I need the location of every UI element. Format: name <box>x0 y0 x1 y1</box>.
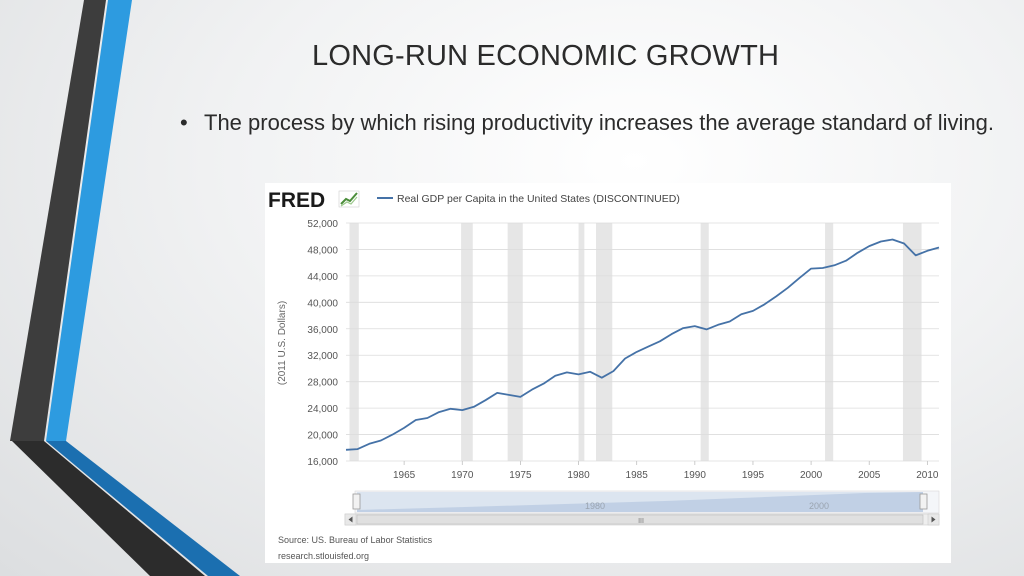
blue-stripe-lower <box>46 441 240 576</box>
x-tick-labels: 1965 1970 1975 1980 1985 1990 1995 2000 2005 2010 <box>393 461 939 481</box>
y-tick-label-24000: 24,000 <box>307 404 338 415</box>
scrollbar-left-arrow-icon[interactable] <box>348 516 353 523</box>
navigator-label-2000: 2000 <box>809 501 829 511</box>
x-tick-label-1985: 1985 <box>626 470 649 481</box>
recession-band-1 <box>461 223 473 461</box>
slide-title: LONG-RUN ECONOMIC GROWTH <box>312 40 780 72</box>
scrollbar-grip[interactable]: III <box>638 518 644 525</box>
recession-band-7 <box>902 223 922 461</box>
bullet-marker: • <box>180 110 188 135</box>
bullet-text: The process by which rising productivity… <box>204 110 994 135</box>
y-tick-label-40000: 40,000 <box>307 298 338 309</box>
recession-band-0 <box>349 223 359 461</box>
recession-band-6 <box>825 223 834 461</box>
x-tick-label-2000: 2000 <box>800 470 823 481</box>
navigator-scrollbar[interactable]: III <box>344 513 940 526</box>
navigator-handle-left[interactable] <box>352 493 361 510</box>
fred-logo-chart-icon <box>338 190 360 208</box>
x-tick-label-1990: 1990 <box>684 470 707 481</box>
y-gridlines <box>346 222 939 462</box>
dark-stripe-lower <box>12 441 205 576</box>
range-navigator: 1980 2000 <box>352 490 940 514</box>
dark-stripe <box>10 0 106 441</box>
x-tick-label-1995: 1995 <box>742 470 765 481</box>
source-text: Source: US. Bureau of Labor Statistics <box>278 535 433 545</box>
recession-band-3 <box>578 223 585 461</box>
navigator-label-1980: 1980 <box>585 501 605 511</box>
recession-bands <box>349 223 922 461</box>
x-tick-label-1970: 1970 <box>451 470 474 481</box>
y-tick-label-16000: 16,000 <box>307 457 338 468</box>
y-tick-label-20000: 20,000 <box>307 431 338 442</box>
legend-label: Real GDP per Capita in the United States… <box>397 193 680 205</box>
navigator-mini-series <box>357 492 923 512</box>
y-axis-label: (2011 U.S. Dollars) <box>277 301 288 385</box>
scrollbar-thumb[interactable] <box>356 514 924 525</box>
y-tick-label-32000: 32,000 <box>307 351 338 362</box>
fred-chart: FRED Real GDP per Capita in the United S… <box>268 189 940 561</box>
scrollbar-right-arrow-icon[interactable] <box>931 516 936 523</box>
y-tick-label-44000: 44,000 <box>307 272 338 283</box>
x-tick-label-2010: 2010 <box>916 470 939 481</box>
source-site[interactable]: research.stlouisfed.org <box>278 551 369 561</box>
y-tick-label-52000: 52,000 <box>307 219 338 230</box>
fred-chart-panel: FRED Real GDP per Capita in the United S… <box>265 183 951 563</box>
navigator-handle-right[interactable] <box>919 493 928 510</box>
fred-logo-text: FRED <box>268 189 325 212</box>
recession-band-4 <box>595 223 613 461</box>
blue-stripe <box>46 0 132 441</box>
y-tick-label-36000: 36,000 <box>307 325 338 336</box>
recession-band-5 <box>700 223 709 461</box>
x-tick-label-2005: 2005 <box>858 470 881 481</box>
y-tick-labels: 16,000 20,000 24,000 28,000 32,000 36,000 40,0… <box>307 219 338 468</box>
bullet-item: • The process by which rising productivi… <box>180 108 1010 138</box>
x-tick-label-1975: 1975 <box>509 470 532 481</box>
x-tick-label-1965: 1965 <box>393 470 416 481</box>
fred-logo: FRED <box>268 189 360 212</box>
y-tick-label-28000: 28,000 <box>307 378 338 389</box>
recession-band-2 <box>507 223 523 461</box>
y-tick-label-48000: 48,000 <box>307 245 338 256</box>
decorative-stripes <box>10 0 240 576</box>
x-tick-label-1980: 1980 <box>567 470 590 481</box>
series-line-real-gdp-per-capita <box>345 238 940 451</box>
